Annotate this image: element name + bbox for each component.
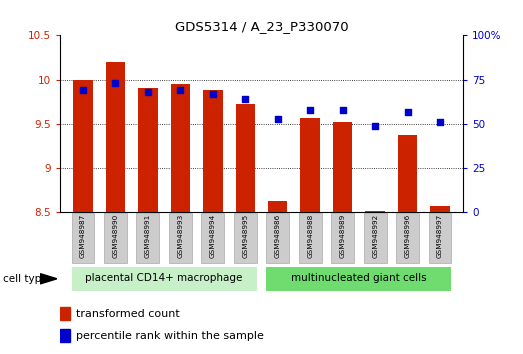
Point (338, 107, 347, 113)
Bar (203, 90, 222, 212)
Point (209, 91, 217, 97)
FancyBboxPatch shape (266, 267, 451, 291)
Text: GSM948989: GSM948989 (340, 214, 346, 258)
Point (176, 87, 185, 93)
Text: GSM948992: GSM948992 (372, 214, 378, 258)
Bar (366, 211, 385, 212)
Bar (301, 118, 320, 212)
Bar (170, 84, 190, 212)
Point (78, 87, 87, 93)
Text: transformed count: transformed count (76, 309, 180, 319)
Point (306, 107, 314, 113)
Text: cell type: cell type (3, 274, 47, 284)
Text: GSM948986: GSM948986 (275, 214, 281, 258)
Text: GSM948997: GSM948997 (437, 214, 443, 258)
Title: GDS5314 / A_23_P330070: GDS5314 / A_23_P330070 (175, 20, 348, 33)
FancyBboxPatch shape (396, 213, 419, 263)
FancyBboxPatch shape (266, 213, 289, 263)
FancyBboxPatch shape (169, 213, 191, 263)
Text: GSM948996: GSM948996 (405, 214, 411, 258)
Bar (430, 206, 450, 212)
Point (403, 109, 412, 114)
Text: GSM948990: GSM948990 (112, 214, 118, 258)
Point (436, 119, 445, 125)
FancyBboxPatch shape (72, 213, 94, 263)
FancyBboxPatch shape (72, 267, 257, 291)
Point (241, 96, 249, 102)
Text: placental CD14+ macrophage: placental CD14+ macrophage (85, 273, 243, 283)
FancyBboxPatch shape (332, 213, 354, 263)
Text: GSM948991: GSM948991 (145, 214, 151, 258)
Bar (60, 330, 70, 342)
Point (144, 89, 152, 95)
Bar (235, 104, 255, 212)
Bar (398, 135, 417, 212)
Bar (60, 307, 70, 320)
FancyBboxPatch shape (429, 213, 451, 263)
FancyBboxPatch shape (201, 213, 224, 263)
Text: GSM948995: GSM948995 (242, 214, 248, 258)
Point (111, 80, 120, 86)
FancyBboxPatch shape (234, 213, 257, 263)
Point (371, 123, 379, 129)
Bar (138, 88, 157, 212)
Text: GSM948994: GSM948994 (210, 214, 216, 258)
Text: percentile rank within the sample: percentile rank within the sample (76, 331, 264, 341)
Text: GSM948993: GSM948993 (177, 214, 183, 258)
FancyBboxPatch shape (299, 213, 322, 263)
Polygon shape (40, 274, 57, 284)
FancyBboxPatch shape (104, 213, 127, 263)
FancyBboxPatch shape (137, 213, 159, 263)
Bar (268, 201, 288, 212)
Text: GSM948988: GSM948988 (307, 214, 313, 258)
FancyBboxPatch shape (364, 213, 386, 263)
Bar (106, 62, 125, 212)
Bar (333, 122, 353, 212)
Text: GSM948987: GSM948987 (80, 214, 86, 258)
Bar (73, 80, 93, 212)
Text: multinucleated giant cells: multinucleated giant cells (291, 273, 427, 283)
Point (274, 116, 282, 121)
